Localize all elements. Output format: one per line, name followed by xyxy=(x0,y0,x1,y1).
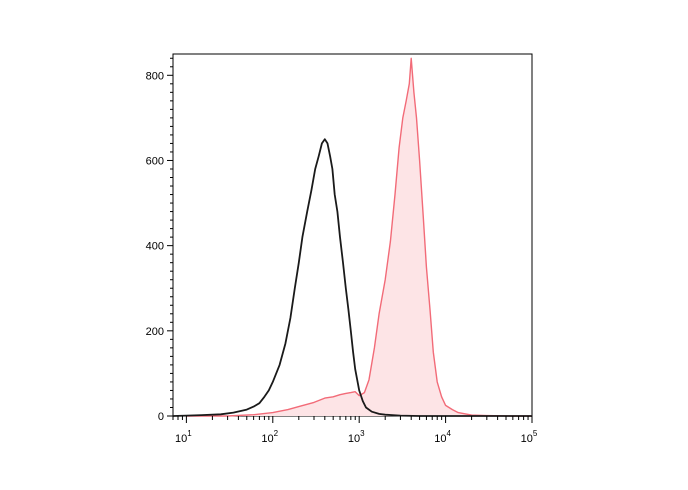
y-tick-label: 800 xyxy=(146,70,164,82)
series-layer xyxy=(172,57,532,417)
plot-frame xyxy=(172,53,533,417)
x-tick-label: 102 xyxy=(261,429,278,445)
y-tick-label: 200 xyxy=(146,326,164,338)
y-tick-label: 400 xyxy=(146,241,164,253)
plot-area xyxy=(172,53,533,417)
x-tick-label: 103 xyxy=(348,429,365,445)
axes-layer: 0 200 400 600 800 101 102 103 104 105 xyxy=(146,57,538,445)
y-tick-label: 0 xyxy=(158,411,164,423)
y-tick-label: 600 xyxy=(146,155,164,167)
series-1-line xyxy=(186,57,532,417)
series-2-line xyxy=(172,138,532,417)
x-tick-label: 105 xyxy=(521,429,538,445)
x-tick-label: 104 xyxy=(434,429,451,445)
x-tick-label: 101 xyxy=(175,429,192,445)
